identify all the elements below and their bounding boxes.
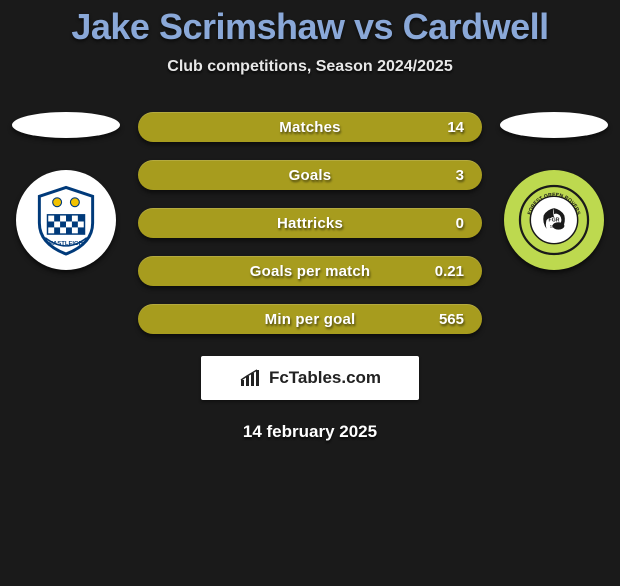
stats-column: Matches 14 Goals 3 Hattricks 0 Goals per…	[138, 112, 482, 334]
stat-right-value: 0	[430, 215, 464, 232]
right-club-badge: FOREST GREEN ROVERS FGR 1889	[504, 170, 604, 270]
stat-label: Goals	[289, 167, 332, 184]
right-player-column: FOREST GREEN ROVERS FGR 1889	[500, 112, 608, 270]
date-text: 14 february 2025	[0, 422, 620, 442]
stat-label: Matches	[279, 119, 340, 136]
bar-chart-icon	[239, 368, 263, 388]
stat-right-value: 0.21	[430, 263, 464, 280]
eastleigh-crest-icon: EASTLEIGH	[29, 183, 103, 257]
svg-text:EASTLEIGH: EASTLEIGH	[49, 241, 83, 247]
stat-row-matches: Matches 14	[138, 112, 482, 142]
stat-label: Hattricks	[277, 215, 343, 232]
stat-row-goals-per-match: Goals per match 0.21	[138, 256, 482, 286]
left-player-column: EASTLEIGH	[12, 112, 120, 270]
page-title: Jake Scrimshaw vs Cardwell	[0, 6, 620, 48]
stat-row-hattricks: Hattricks 0	[138, 208, 482, 238]
stat-right-value: 565	[430, 311, 464, 328]
left-player-silhouette	[12, 112, 120, 138]
forest-green-crest-icon: FOREST GREEN ROVERS FGR 1889	[517, 183, 591, 257]
watermark: FcTables.com	[201, 356, 419, 400]
stat-label: Goals per match	[250, 263, 371, 280]
subtitle: Club competitions, Season 2024/2025	[0, 58, 620, 76]
left-club-badge: EASTLEIGH	[16, 170, 116, 270]
svg-text:1889: 1889	[550, 224, 558, 228]
right-player-silhouette	[500, 112, 608, 138]
svg-text:FGR: FGR	[549, 217, 560, 223]
watermark-text: FcTables.com	[269, 368, 381, 388]
comparison-row: EASTLEIGH Matches 14 Goals 3 Hattricks 0…	[0, 112, 620, 334]
stat-row-min-per-goal: Min per goal 565	[138, 304, 482, 334]
stat-row-goals: Goals 3	[138, 160, 482, 190]
stat-right-value: 3	[430, 167, 464, 184]
stat-label: Min per goal	[265, 311, 356, 328]
stat-right-value: 14	[430, 119, 464, 136]
